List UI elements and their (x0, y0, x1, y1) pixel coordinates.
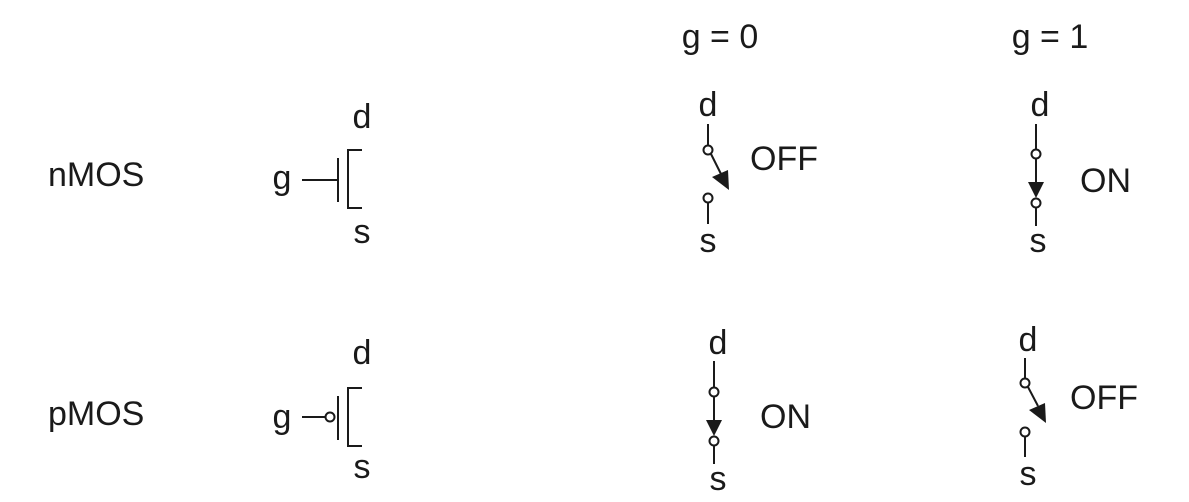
pmos-g1-switch: d s OFF (1019, 321, 1138, 493)
header-g1: g = 1 (1012, 18, 1089, 56)
pmos-source-label: s (354, 448, 371, 486)
pmos-g0-source-label: s (710, 460, 727, 498)
pmos-drain-label: d (353, 334, 372, 372)
nmos-source-label: s (354, 213, 371, 251)
nmos-drain-label: d (353, 98, 372, 136)
pmos-gate-label: g (273, 398, 292, 436)
pmos-g0-drain-label: d (709, 324, 728, 362)
nmos-g0-state: OFF (750, 140, 818, 178)
pmos-g0-switch: d s ON (706, 324, 811, 498)
pmos-g1-switch-blade (1027, 386, 1039, 407)
pmos-g1-top-node (1019, 377, 1031, 389)
nmos-g1-drain-label: d (1031, 86, 1050, 124)
row-label-nmos: nMOS (48, 156, 144, 194)
header-g0: g = 0 (682, 18, 759, 56)
nmos-g0-bottom-node (702, 192, 714, 204)
pmos-g0-bottom-node (708, 435, 720, 447)
nmos-g1-state: ON (1080, 162, 1131, 200)
pmos-g0-top-node (708, 386, 720, 398)
nmos-g1-bottom-node (1030, 197, 1042, 209)
pmos-g1-drain-label: d (1019, 321, 1038, 359)
nmos-g0-source-label: s (700, 222, 717, 260)
nmos-g0-drain-label: d (699, 86, 718, 124)
pmos-g0-state: ON (760, 398, 811, 436)
nmos-symbol: d g s (273, 98, 372, 251)
pmos-g1-arrowhead (1029, 403, 1046, 423)
nmos-gate-label: g (273, 159, 292, 197)
pmos-symbol: d g s (273, 334, 372, 486)
nmos-g0-top-node (702, 144, 714, 156)
nmos-g0-switch: d s OFF (699, 86, 818, 260)
nmos-channel (347, 149, 362, 209)
nmos-g1-switch: d s ON (1028, 86, 1131, 260)
nmos-g1-top-node (1030, 148, 1042, 160)
nmos-g0-switch-blade (710, 153, 722, 175)
nmos-g0-arrowhead (712, 170, 729, 190)
pmos-channel (347, 387, 362, 447)
pmos-gate-bubble (324, 411, 336, 423)
row-pmos: pMOS d g s d s ON d (48, 321, 1138, 498)
pmos-g1-source-label: s (1020, 455, 1037, 493)
row-label-pmos: pMOS (48, 395, 144, 433)
nmos-g1-arrowhead (1028, 182, 1044, 198)
pmos-g1-bottom-node (1019, 426, 1031, 438)
row-nmos: nMOS d g s d s OFF d (48, 86, 1131, 260)
pmos-g1-state: OFF (1070, 379, 1138, 417)
pmos-g0-arrowhead (706, 420, 722, 436)
nmos-g1-source-label: s (1030, 222, 1047, 260)
